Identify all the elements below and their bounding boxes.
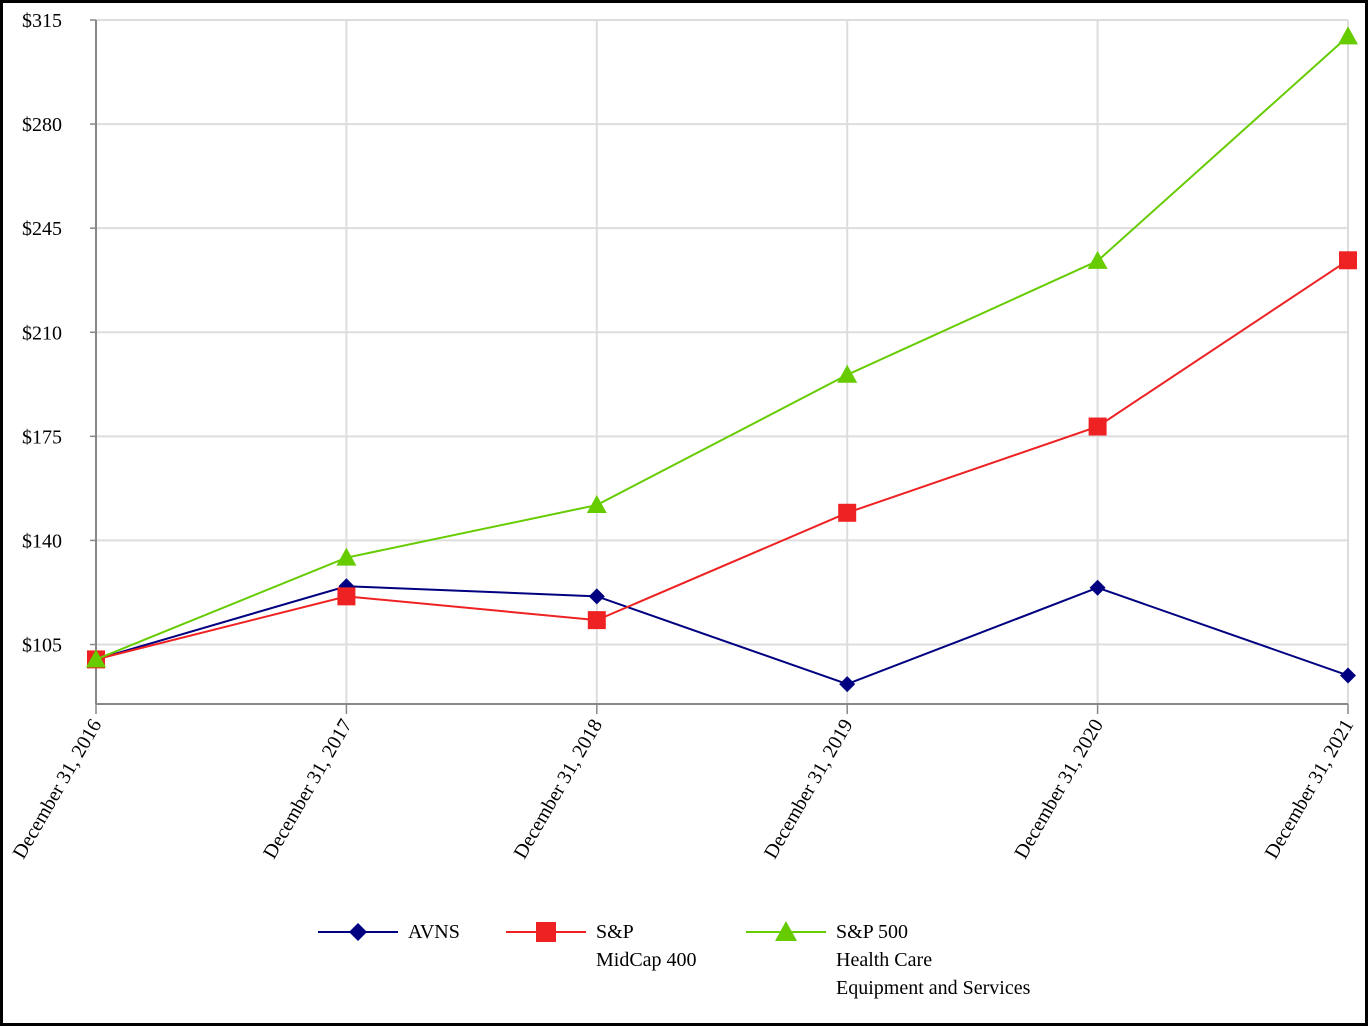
series-line — [95, 585, 1349, 686]
grid — [95, 19, 1349, 704]
series-line — [95, 35, 1349, 661]
y-tick-label: $245 — [22, 218, 62, 240]
y-tick-label: $105 — [22, 635, 62, 657]
data-point — [86, 649, 106, 668]
data-point — [1089, 579, 1106, 596]
y-tick-label: $210 — [22, 322, 62, 344]
data-point — [1338, 26, 1358, 45]
legend-label: Health Care — [836, 949, 932, 971]
data-point — [337, 587, 356, 606]
legend-label: MidCap 400 — [596, 949, 697, 971]
legend-label: Equipment and Services — [836, 977, 1031, 999]
legend-label: S&P — [596, 921, 634, 943]
y-tick-label: $315 — [22, 10, 62, 32]
legend-item: S&P MidCap 400 — [506, 921, 697, 971]
legend-label: S&P 500 — [836, 921, 908, 943]
x-tick-label: December 31, 2021 — [1261, 716, 1359, 863]
y-tick-label: $140 — [22, 530, 62, 552]
data-point — [586, 495, 607, 514]
y-tick-label: $175 — [22, 426, 62, 448]
x-tick-label: December 31, 2019 — [760, 716, 858, 863]
x-tick-label: December 31, 2020 — [1010, 716, 1108, 863]
data-point — [1340, 667, 1356, 684]
legend: AVNS S&P MidCap 400 S&P 500 Health Care Equip… — [318, 921, 1031, 999]
legend-marker — [536, 922, 556, 942]
series-line — [95, 259, 1349, 661]
x-tick-label: December 31, 2017 — [259, 716, 357, 863]
data-point — [1339, 251, 1357, 270]
legend-marker — [349, 923, 367, 941]
y-tick-label: $280 — [22, 114, 62, 136]
legend-marker — [775, 921, 797, 941]
series-square — [87, 251, 1357, 669]
data-point — [838, 503, 857, 522]
data-point — [588, 588, 605, 605]
data-point — [839, 676, 856, 693]
data-point — [1088, 417, 1107, 436]
data-point — [1087, 250, 1108, 269]
series-diamond — [88, 578, 1356, 693]
x-tick-label: December 31, 2018 — [509, 716, 607, 863]
data-point — [587, 611, 606, 630]
series-triangle — [86, 26, 1358, 668]
legend-item: AVNS — [318, 921, 460, 943]
series-lines — [86, 26, 1358, 693]
data-point — [837, 364, 858, 383]
legend-label: AVNS — [408, 921, 460, 943]
x-tick-label: December 31, 2016 — [9, 716, 107, 863]
data-point — [336, 547, 357, 566]
legend-item: S&P 500 Health Care Equipment and Services — [746, 921, 1031, 999]
